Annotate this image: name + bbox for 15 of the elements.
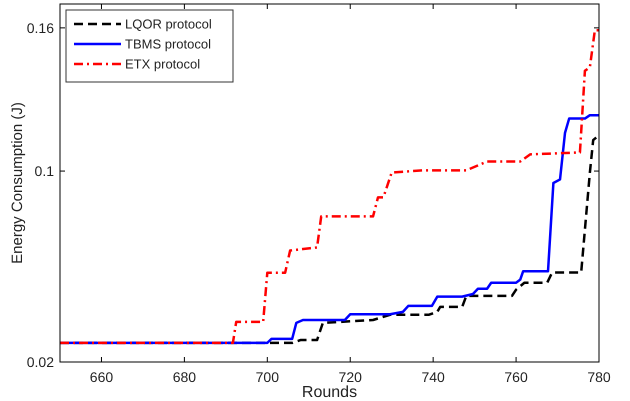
x-tick-label: 660 <box>90 369 114 385</box>
x-tick-label: 700 <box>256 369 280 385</box>
legend-label: ETX protocol <box>125 56 200 72</box>
x-tick-label: 760 <box>504 369 528 385</box>
legend-label: TBMS protocol <box>125 36 212 52</box>
x-tick-label: 740 <box>421 369 446 385</box>
x-tick-label: 720 <box>338 369 362 385</box>
x-tick-label: 780 <box>587 369 611 385</box>
y-tick-label: 0.1 <box>34 162 54 179</box>
legend-label: LQOR protocol <box>125 16 212 32</box>
x-axis-title: Rounds <box>302 384 358 401</box>
y-tick-label: 0.16 <box>26 20 54 36</box>
y-axis-title: Energy Consumption (J) <box>9 102 26 264</box>
x-tick-label: 680 <box>172 369 196 385</box>
y-tick-label: 0.02 <box>26 354 54 370</box>
